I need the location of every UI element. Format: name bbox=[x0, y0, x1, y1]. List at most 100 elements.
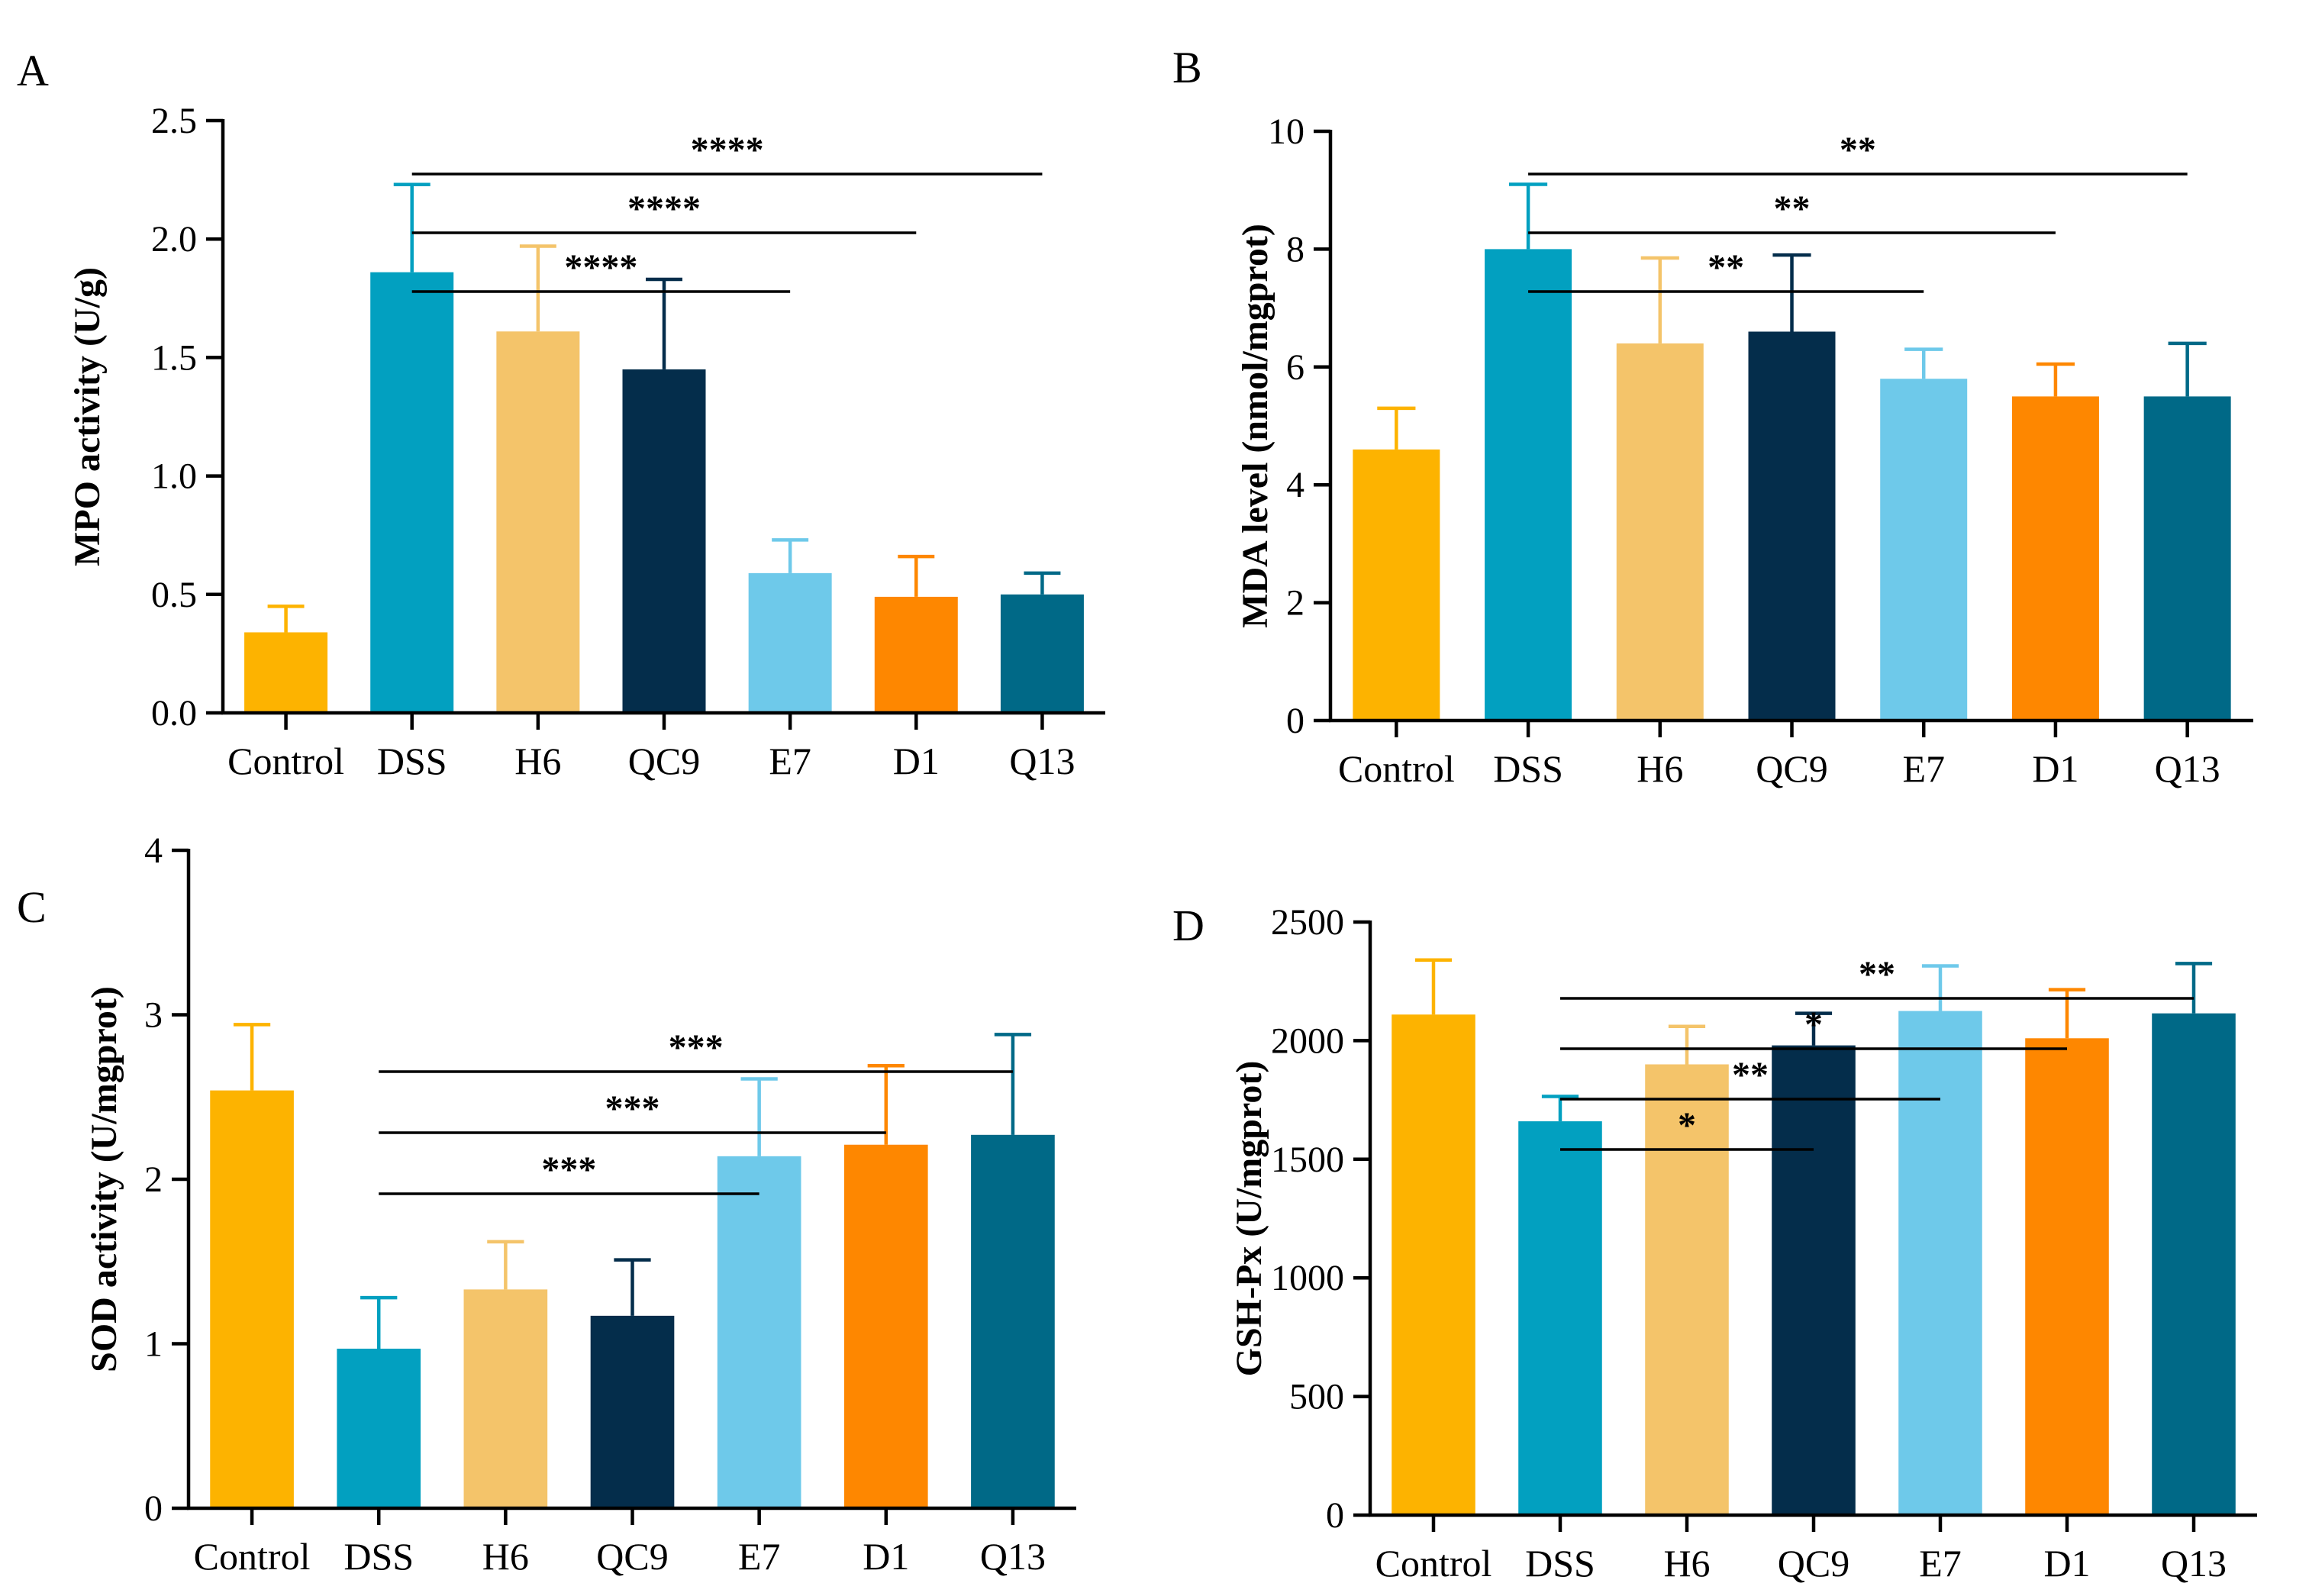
bar-e7 bbox=[748, 572, 832, 713]
bar-dss bbox=[1485, 249, 1572, 721]
panel-c: C 0 1 2 3 4 Control DSS H6 QC9 E7 D1 Q13 SOD activity… bbox=[17, 830, 1076, 1578]
y-tick-label: 4 bbox=[1286, 465, 1304, 505]
y-tick-label: 4 bbox=[144, 830, 163, 871]
x-tick-label-qc9: QC9 bbox=[596, 1535, 668, 1578]
x-tick-label-e7: E7 bbox=[1919, 1542, 1962, 1585]
bar-dss bbox=[1518, 1121, 1602, 1515]
y-tick-label: 2500 bbox=[1271, 902, 1344, 943]
bar-q13 bbox=[2143, 396, 2231, 721]
y-tick-label: 6 bbox=[1286, 347, 1304, 388]
x-tick-label-dss: DSS bbox=[343, 1535, 414, 1578]
x-tick-label-q13: Q13 bbox=[980, 1535, 1046, 1578]
x-tick-label-e7: E7 bbox=[769, 740, 811, 782]
bar-h6 bbox=[463, 1289, 548, 1508]
bar-h6 bbox=[496, 331, 580, 713]
y-axis-title: SOD activity (U/mgprot) bbox=[84, 986, 124, 1372]
x-tick-label-control: Control bbox=[227, 740, 344, 782]
x-tick-label-dss: DSS bbox=[377, 740, 447, 782]
x-tick-label-h6: H6 bbox=[1637, 747, 1683, 790]
x-tick-label-control: Control bbox=[194, 1535, 311, 1578]
x-tick-label-e7: E7 bbox=[738, 1535, 781, 1578]
y-tick-label: 1.5 bbox=[151, 337, 197, 378]
bar-d1 bbox=[874, 596, 958, 713]
x-tick-label-h6: H6 bbox=[1663, 1542, 1710, 1585]
significance-label: **** bbox=[627, 189, 701, 229]
y-axis-title: MPO activity (U/g) bbox=[67, 267, 108, 566]
y-tick-label: 2.0 bbox=[151, 219, 197, 260]
x-tick-label-dss: DSS bbox=[1493, 747, 1563, 790]
bar-qc9 bbox=[1748, 331, 1836, 721]
bar-d1 bbox=[843, 1144, 928, 1508]
significance-label: **** bbox=[691, 130, 764, 170]
x-tick-label-q13: Q13 bbox=[2161, 1542, 2227, 1585]
x-tick-label-qc9: QC9 bbox=[1778, 1542, 1849, 1585]
x-tick-label-d1: D1 bbox=[863, 1535, 909, 1578]
x-tick-label-h6: H6 bbox=[482, 1535, 529, 1578]
y-tick-label: 0 bbox=[1286, 701, 1304, 741]
bar-control bbox=[1392, 1014, 1475, 1515]
significance-label: ** bbox=[1708, 247, 1744, 288]
bar-q13 bbox=[1000, 594, 1084, 713]
y-tick-label: 1.0 bbox=[151, 456, 197, 497]
bar-qc9 bbox=[1772, 1045, 1856, 1515]
bar-e7 bbox=[717, 1156, 801, 1508]
x-tick-label-e7: E7 bbox=[1902, 747, 1945, 790]
significance-label: ** bbox=[1732, 1055, 1769, 1095]
panel-letter: C bbox=[17, 882, 47, 932]
significance-label: *** bbox=[605, 1088, 660, 1129]
panel-b: B 0 2 4 6 8 10 Control DSS H6 QC9 E7 D1 Q13 MDA level … bbox=[1172, 43, 2253, 790]
bar-dss bbox=[370, 272, 454, 713]
significance-label: ** bbox=[1840, 130, 1876, 170]
panel-letter: D bbox=[1172, 901, 1204, 950]
y-tick-label: 2 bbox=[1286, 583, 1304, 624]
y-tick-label: 2 bbox=[144, 1159, 163, 1200]
y-tick-label: 0 bbox=[144, 1488, 163, 1529]
x-tick-label-control: Control bbox=[1338, 747, 1455, 790]
y-tick-label: 1 bbox=[144, 1324, 163, 1365]
bar-q13 bbox=[971, 1134, 1055, 1508]
panel-d: D 0 500 1000 1500 2000 2500 Control DSS H6 QC9 E7 D1… bbox=[1172, 901, 2257, 1585]
x-tick-label-qc9: QC9 bbox=[1756, 747, 1827, 790]
bar-e7 bbox=[1880, 379, 1968, 721]
panel-letter: A bbox=[17, 46, 49, 95]
y-tick-label: 0 bbox=[1326, 1495, 1344, 1536]
bar-control bbox=[210, 1090, 294, 1508]
x-tick-label-control: Control bbox=[1375, 1542, 1492, 1585]
significance-label: ** bbox=[1859, 954, 1895, 995]
significance-label: ** bbox=[1774, 189, 1811, 229]
y-tick-label: 2000 bbox=[1271, 1020, 1344, 1061]
y-tick-label: 500 bbox=[1289, 1377, 1344, 1417]
x-tick-label-d1: D1 bbox=[893, 740, 940, 782]
bar-d1 bbox=[2011, 396, 2099, 721]
significance-label: **** bbox=[564, 247, 637, 288]
x-tick-label-qc9: QC9 bbox=[628, 740, 700, 782]
panel-a: A 0.0 0.5 1.0 1.5 2.0 2.5 Control DSS H6 QC9 E7 D1 Q1… bbox=[17, 46, 1105, 782]
bar-dss bbox=[337, 1348, 421, 1508]
y-axis-title: MDA level (nmol/mgprot) bbox=[1235, 224, 1275, 628]
bar-h6 bbox=[1616, 343, 1704, 721]
x-tick-label-h6: H6 bbox=[514, 740, 561, 782]
y-tick-label: 0.0 bbox=[151, 693, 197, 734]
x-tick-label-d1: D1 bbox=[2043, 1542, 2090, 1585]
y-tick-label: 8 bbox=[1286, 229, 1304, 269]
x-tick-label-q13: Q13 bbox=[1009, 740, 1075, 782]
significance-label: * bbox=[1804, 1004, 1823, 1045]
bar-q13 bbox=[2152, 1013, 2236, 1515]
bar-qc9 bbox=[590, 1315, 675, 1508]
x-tick-label-d1: D1 bbox=[2032, 747, 2078, 790]
bar-d1 bbox=[2025, 1038, 2109, 1515]
bar-control bbox=[1353, 449, 1440, 721]
x-tick-label-dss: DSS bbox=[1525, 1542, 1595, 1585]
panel-letter: B bbox=[1172, 43, 1202, 92]
significance-label: * bbox=[1678, 1105, 1696, 1146]
bar-e7 bbox=[1898, 1011, 1982, 1515]
bar-h6 bbox=[1645, 1064, 1729, 1515]
y-tick-label: 0.5 bbox=[151, 575, 197, 615]
y-tick-label: 1000 bbox=[1271, 1258, 1344, 1298]
y-tick-label: 1500 bbox=[1271, 1140, 1344, 1180]
y-tick-label: 10 bbox=[1268, 111, 1304, 152]
bar-control bbox=[244, 632, 328, 713]
x-tick-label-q13: Q13 bbox=[2155, 747, 2220, 790]
significance-label: *** bbox=[541, 1149, 596, 1190]
